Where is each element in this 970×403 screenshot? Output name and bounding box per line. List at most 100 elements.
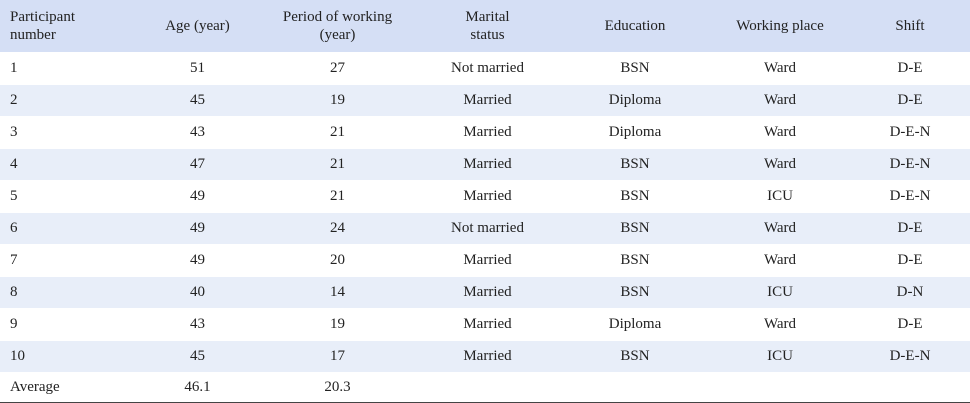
cell: Not married [415,52,560,85]
cell: BSN [560,244,710,277]
data-row: 6 49 24 Not married BSN Ward D-E [0,212,970,245]
cell: 3 [0,116,135,149]
cell: Ward [710,244,850,277]
cell: 49 [135,212,260,245]
data-row: 4 47 21 Married BSN Ward D-E-N [0,148,970,181]
cell: 40 [135,276,260,309]
cell: D-E [850,244,970,277]
cell: Diploma [560,308,710,341]
empty-cell [560,372,710,403]
cell: 43 [135,308,260,341]
cell: Married [415,340,560,373]
data-row: 7 49 20 Married BSN Ward D-E [0,244,970,277]
cell: 10 [0,340,135,373]
cell: 20 [260,244,415,277]
cell: Married [415,116,560,149]
empty-cell [415,372,560,403]
cell: 4 [0,148,135,181]
header-cell: Participant number [0,0,135,53]
cell: Ward [710,308,850,341]
cell: 45 [135,84,260,117]
cell: D-E [850,52,970,85]
data-row: 8 40 14 Married BSN ICU D-N [0,276,970,309]
cell: Not married [415,212,560,245]
cell: D-E [850,84,970,117]
cell: ICU [710,276,850,309]
cell: ICU [710,180,850,213]
cell: 5 [0,180,135,213]
table-body: 1 51 27 Not married BSN Ward D-E 2 45 19 Married Di… [0,52,970,403]
cell: Average [0,372,135,403]
cell: 47 [135,148,260,181]
header-cell: Education [560,0,710,53]
header-cell: Shift [850,0,970,53]
header-text: Marital status [465,9,510,43]
cell: 21 [260,148,415,181]
cell: 27 [260,52,415,85]
data-row: 5 49 21 Married BSN ICU D-E-N [0,180,970,213]
cell: 49 [135,244,260,277]
cell: D-E [850,308,970,341]
header-text: Shift [895,18,925,34]
cell: 21 [260,116,415,149]
cell: D-E-N [850,340,970,373]
data-row: 1 51 27 Not married BSN Ward D-E [0,52,970,85]
header-cell: Period of working (year) [260,0,415,53]
cell: Married [415,276,560,309]
cell: Ward [710,116,850,149]
cell: 19 [260,308,415,341]
cell: Married [415,148,560,181]
cell: D-N [850,276,970,309]
cell: 24 [260,212,415,245]
cell: 7 [0,244,135,277]
cell: 1 [0,52,135,85]
cell: ICU [710,340,850,373]
cell: BSN [560,180,710,213]
cell: BSN [560,340,710,373]
data-row: 3 43 21 Married Diploma Ward D-E-N [0,116,970,149]
cell: BSN [560,212,710,245]
header-text: Participant number [10,9,75,43]
cell: 19 [260,84,415,117]
cell: Ward [710,84,850,117]
cell: 2 [0,84,135,117]
cell: 17 [260,340,415,373]
header-text: Period of working (year) [282,9,393,43]
header-text: Working place [736,18,824,34]
cell: BSN [560,148,710,181]
cell: 9 [0,308,135,341]
cell: Ward [710,148,850,181]
data-row: 10 45 17 Married BSN ICU D-E-N [0,340,970,373]
cell: 6 [0,212,135,245]
cell: BSN [560,52,710,85]
header-cell: Age (year) [135,0,260,53]
cell: 8 [0,276,135,309]
cell: Married [415,244,560,277]
header-cell: Working place [710,0,850,53]
cell: 21 [260,180,415,213]
cell: D-E-N [850,180,970,213]
cell: 46.1 [135,372,260,403]
cell: D-E-N [850,148,970,181]
data-row: 2 45 19 Married Diploma Ward D-E [0,84,970,117]
cell: Married [415,308,560,341]
cell: 45 [135,340,260,373]
cell: Diploma [560,84,710,117]
cell: D-E [850,212,970,245]
cell: 14 [260,276,415,309]
cell: 49 [135,180,260,213]
cell: 20.3 [260,372,415,403]
cell: D-E-N [850,116,970,149]
empty-cell [850,372,970,403]
cell: Married [415,180,560,213]
header-text: Education [604,18,666,34]
data-row: 9 43 19 Married Diploma Ward D-E [0,308,970,341]
cell: Ward [710,52,850,85]
cell: 51 [135,52,260,85]
cell: BSN [560,276,710,309]
empty-cell [710,372,850,403]
cell: Diploma [560,116,710,149]
header-cell: Marital status [415,0,560,53]
